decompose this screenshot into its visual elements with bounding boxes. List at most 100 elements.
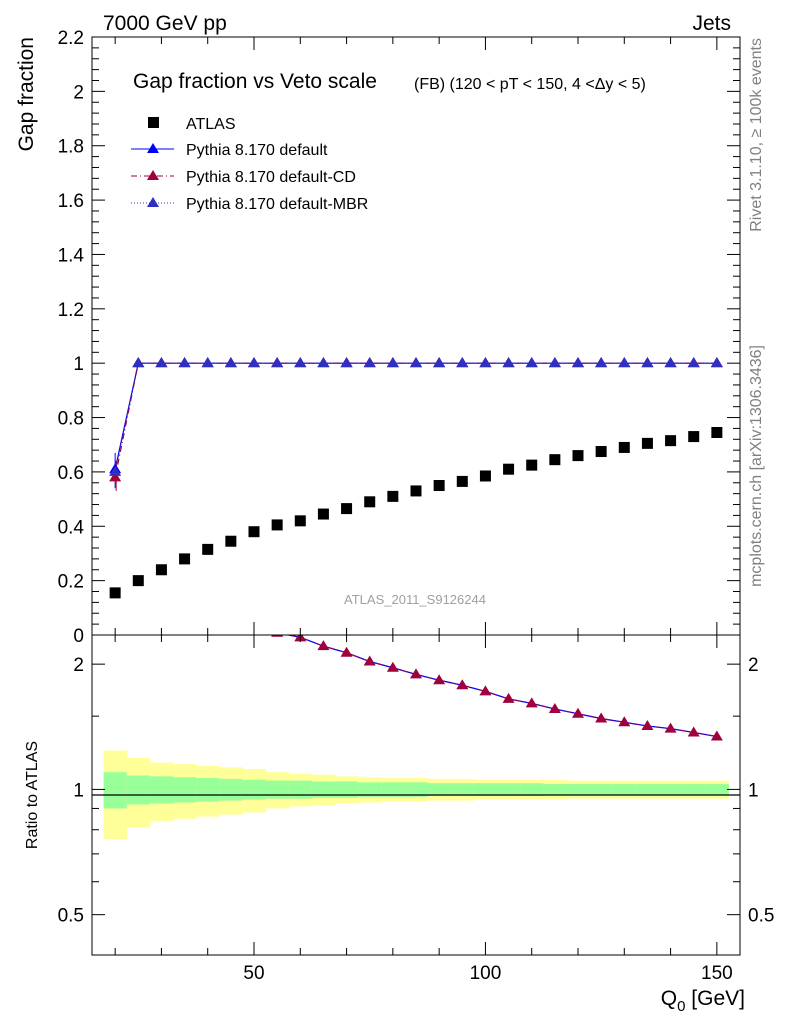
atlas-point bbox=[549, 454, 561, 466]
atlas-point bbox=[618, 441, 630, 453]
band-inner bbox=[335, 781, 359, 798]
ratio-ytick-label: 0.5 bbox=[58, 906, 84, 927]
ratio-point bbox=[687, 726, 700, 737]
model-point bbox=[433, 357, 446, 368]
legend-atlas-label: ATLAS bbox=[186, 116, 236, 133]
ratio-point bbox=[618, 716, 631, 727]
ratio-line-cd bbox=[286, 635, 717, 738]
header-energy: 7000 GeV pp bbox=[103, 12, 227, 35]
ratio-point bbox=[479, 685, 492, 696]
ratio-point bbox=[548, 703, 561, 714]
legend-default-label: Pythia 8.170 default bbox=[186, 142, 328, 159]
model-point bbox=[386, 357, 399, 368]
band-inner bbox=[520, 783, 544, 796]
model-point bbox=[687, 357, 700, 368]
ratio-point bbox=[641, 720, 654, 731]
atlas-point bbox=[155, 564, 167, 576]
atlas-point bbox=[595, 446, 607, 458]
atlas-point bbox=[572, 450, 584, 462]
model-point bbox=[548, 357, 561, 368]
ratio-point bbox=[572, 707, 584, 718]
model-point bbox=[363, 357, 376, 368]
main-ytick-label: 2 bbox=[73, 82, 84, 103]
atlas-point bbox=[364, 496, 376, 508]
band-inner bbox=[196, 778, 220, 802]
ratio-ytick-label: 2 bbox=[73, 655, 84, 676]
main-x-ticks bbox=[114, 37, 718, 635]
band-inner bbox=[288, 780, 313, 799]
model-point bbox=[525, 357, 538, 368]
ratio-point bbox=[710, 730, 723, 741]
band-inner bbox=[543, 784, 567, 795]
atlas-point bbox=[503, 463, 515, 475]
band-inner bbox=[311, 781, 336, 798]
band-inner bbox=[473, 783, 498, 796]
model-point bbox=[664, 357, 677, 368]
ratio-point bbox=[386, 661, 399, 672]
model-point bbox=[641, 357, 654, 368]
model-point bbox=[132, 357, 145, 368]
ratio-ytick-label-right: 0.5 bbox=[748, 906, 774, 927]
legend-default-marker bbox=[147, 143, 159, 153]
ratio-line-default bbox=[285, 635, 717, 738]
band-inner bbox=[659, 784, 683, 795]
atlas-point bbox=[433, 480, 445, 491]
ratio-ytick-label-right: 2 bbox=[748, 655, 759, 676]
main-panel: 0 0.2 0.4 0.6 0.8 1 1.2 1.4 1.6 1.8 2 2.2 Gap fract… bbox=[15, 28, 741, 647]
x-tick-label: 50 bbox=[243, 963, 264, 984]
model-point bbox=[572, 357, 584, 368]
model-point bbox=[317, 357, 330, 368]
band-inner bbox=[103, 772, 128, 809]
model-point bbox=[595, 357, 608, 368]
ratio-curves bbox=[271, 635, 723, 741]
main-series-line-1 bbox=[114, 362, 717, 478]
atlas-point bbox=[271, 519, 283, 531]
model-point bbox=[618, 357, 631, 368]
atlas-point bbox=[641, 437, 653, 449]
band-inner bbox=[497, 783, 521, 796]
atlas-point bbox=[225, 535, 237, 547]
main-ytick-label: 0.8 bbox=[58, 409, 84, 430]
atlas-point bbox=[179, 553, 191, 565]
main-series-line-0 bbox=[114, 362, 717, 470]
atlas-point bbox=[109, 587, 121, 599]
band-inner bbox=[450, 783, 475, 796]
atlas-point bbox=[688, 431, 700, 443]
ratio-ytick-label: 1 bbox=[73, 780, 84, 801]
atlas-point bbox=[132, 575, 144, 587]
atlas-point bbox=[410, 485, 422, 497]
main-ytick-label: 1.6 bbox=[58, 191, 84, 212]
main-ytick-label: 2.2 bbox=[58, 28, 84, 49]
atlas-point bbox=[294, 515, 306, 527]
band-inner bbox=[427, 783, 452, 796]
model-point bbox=[340, 357, 353, 368]
legend-atlas-marker bbox=[148, 117, 159, 128]
ratio-point bbox=[502, 692, 515, 703]
main-ytick-label: 0.6 bbox=[58, 463, 84, 484]
model-point bbox=[479, 357, 492, 368]
model-point bbox=[155, 357, 168, 368]
atlas-point bbox=[665, 435, 677, 447]
analysis-watermark: ATLAS_2011_S9126244 bbox=[344, 592, 486, 607]
band-inner bbox=[173, 777, 197, 803]
main-y-ticks: 0 0.2 0.4 0.6 0.8 1 1.2 1.4 1.6 1.8 2 2.2 bbox=[58, 28, 740, 647]
model-point bbox=[502, 357, 515, 368]
model-point bbox=[224, 357, 237, 368]
band-inner bbox=[566, 784, 591, 795]
ratio-frame bbox=[91, 634, 741, 956]
model-point bbox=[109, 465, 122, 476]
ratio-x-ticks: 50 100 150 bbox=[114, 635, 733, 984]
atlas-point bbox=[248, 526, 260, 538]
atlas-point bbox=[317, 508, 329, 520]
main-ytick-label: 1.8 bbox=[58, 137, 84, 158]
atlas-point bbox=[711, 426, 723, 438]
x-axis-label: Q0 [GeV] bbox=[661, 987, 745, 1015]
model-point bbox=[710, 357, 723, 368]
model-point bbox=[410, 357, 422, 368]
x-tick-label: 100 bbox=[470, 963, 502, 984]
band-inner bbox=[404, 782, 429, 797]
band-inner bbox=[219, 778, 243, 801]
legend-cd-label: Pythia 8.170 default-CD bbox=[186, 169, 356, 186]
legend: ATLAS Pythia 8.170 default Pythia 8.170 … bbox=[131, 116, 368, 213]
chart-title: Gap fraction vs Veto scale bbox=[133, 70, 377, 93]
